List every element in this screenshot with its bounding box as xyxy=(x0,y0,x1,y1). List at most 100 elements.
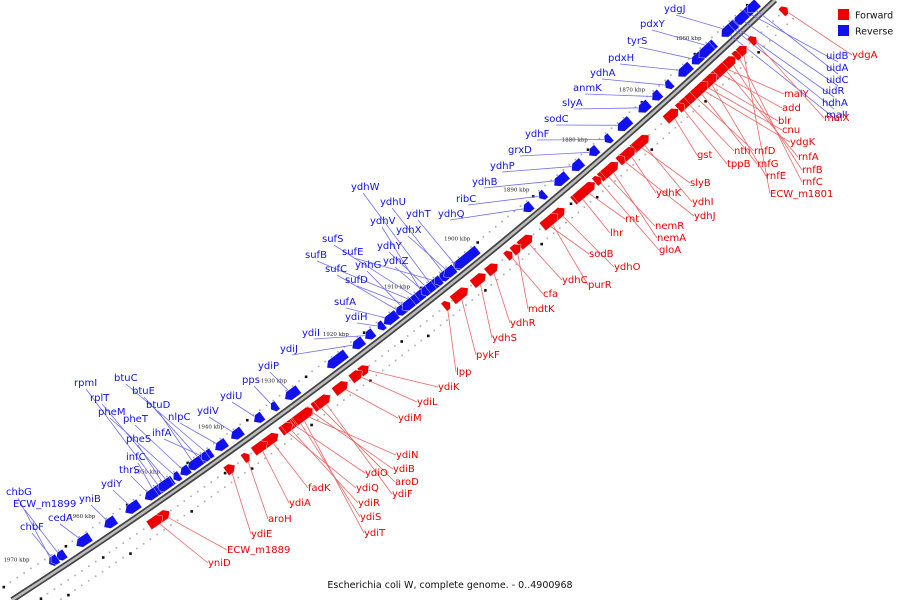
gene-label-ydiU[interactable]: ydiU xyxy=(220,391,242,402)
gene-label-ydhU[interactable]: ydhU xyxy=(380,197,406,208)
gene-label-anmK[interactable]: anmK xyxy=(573,83,602,94)
gene-label-ydhX[interactable]: ydhX xyxy=(396,225,422,236)
gene-label-ydhK[interactable]: ydhK xyxy=(656,188,682,199)
gene-label-ydhR[interactable]: ydhR xyxy=(510,318,536,329)
gene-label-cfa[interactable]: cfa xyxy=(543,289,558,300)
gene-label-rnt[interactable]: rnt xyxy=(625,214,639,225)
gene-label-ydhA[interactable]: ydhA xyxy=(590,68,616,79)
gene-label-tyrS[interactable]: tyrS xyxy=(627,36,647,47)
gene-label-lhr[interactable]: lhr xyxy=(610,228,624,239)
gene-label-pdxH[interactable]: pdxH xyxy=(608,53,634,64)
gene-label-tppB[interactable]: tppB xyxy=(727,159,751,170)
gene-label-sufD[interactable]: sufD xyxy=(345,275,368,286)
gene-label-ydiM[interactable]: ydiM xyxy=(398,413,422,424)
gene-label-malI[interactable]: malI xyxy=(826,110,848,121)
gene-label-ydgA[interactable]: ydgA xyxy=(852,50,878,61)
gene-label-ydhV[interactable]: ydhV xyxy=(370,216,396,227)
gene-label-uidR[interactable]: uidR xyxy=(822,86,844,97)
gene-label-ydhC[interactable]: ydhC xyxy=(562,275,588,286)
gene-label-ECW_m1801[interactable]: ECW_m1801 xyxy=(770,189,833,200)
gene-label-hdhA[interactable]: hdhA xyxy=(822,98,848,109)
gene-label-ydhP[interactable]: ydhP xyxy=(490,161,515,172)
gene-label-blr[interactable]: blr xyxy=(778,116,792,127)
gene-label-uidB[interactable]: uidB xyxy=(826,51,848,62)
gene-label-yniD[interactable]: yniD xyxy=(208,558,231,569)
gene-label-aroH[interactable]: aroH xyxy=(268,514,292,525)
gene-label-ydiV[interactable]: ydiV xyxy=(197,406,219,417)
gene-label-rpmI[interactable]: rpmI xyxy=(74,378,97,389)
gene-label-ydhZ[interactable]: ydhZ xyxy=(383,256,409,267)
gene-label-fadK[interactable]: fadK xyxy=(308,483,331,494)
gene-label-ydiF[interactable]: ydiF xyxy=(392,489,413,500)
gene-label-pheT[interactable]: pheT xyxy=(123,414,149,425)
gene-label-ydiR[interactable]: ydiR xyxy=(358,498,380,509)
gene-label-pykF[interactable]: pykF xyxy=(476,350,500,361)
gene-label-ydhF[interactable]: ydhF xyxy=(525,129,550,140)
gene-label-rnfE[interactable]: rnfE xyxy=(766,171,786,182)
gene-label-pheM[interactable]: pheM xyxy=(98,407,125,418)
gene-label-chbG[interactable]: chbG xyxy=(6,487,32,498)
gene-label-rnfD[interactable]: rnfD xyxy=(754,146,776,157)
gene-label-pheS[interactable]: pheS xyxy=(126,434,151,445)
gene-label-sufC[interactable]: sufC xyxy=(325,264,347,275)
gene-label-yniB[interactable]: yniB xyxy=(79,494,101,505)
gene-label-ydiS[interactable]: ydiS xyxy=(360,512,381,523)
gene-label-btuD[interactable]: btuD xyxy=(146,400,171,411)
gene-label-rnfC[interactable]: rnfC xyxy=(802,177,823,188)
gene-label-btuC[interactable]: btuC xyxy=(114,373,138,384)
gene-label-lpp[interactable]: lpp xyxy=(456,367,471,378)
gene-label-ydiQ[interactable]: ydiQ xyxy=(356,483,379,494)
gene-label-rnfA[interactable]: rnfA xyxy=(798,152,819,163)
gene-label-ydiA[interactable]: ydiA xyxy=(289,498,311,509)
gene-label-ydiT[interactable]: ydiT xyxy=(364,528,386,539)
gene-label-pdxY[interactable]: pdxY xyxy=(640,19,666,30)
gene-label-ydhJ[interactable]: ydhJ xyxy=(694,211,716,222)
gene-label-ECW_m1899[interactable]: ECW_m1899 xyxy=(13,499,76,510)
gene-label-ydhQ[interactable]: ydhQ xyxy=(438,209,465,220)
gene-label-sufS[interactable]: sufS xyxy=(322,234,343,245)
gene-label-ydiO[interactable]: ydiO xyxy=(365,468,388,479)
gene-label-nth[interactable]: nth xyxy=(734,146,751,157)
gene-label-gloA[interactable]: gloA xyxy=(659,245,681,256)
gene-label-ydhS[interactable]: ydhS xyxy=(492,333,517,344)
gene-label-sufE[interactable]: sufE xyxy=(342,247,363,258)
gene-label-ydgK[interactable]: ydgK xyxy=(790,137,816,148)
gene-label-cedA[interactable]: cedA xyxy=(48,513,73,524)
gene-label-sodC[interactable]: sodC xyxy=(544,114,569,125)
gene-label-cnu[interactable]: cnu xyxy=(782,125,800,136)
gene-label-mdtK[interactable]: mdtK xyxy=(528,304,555,315)
gene-label-sufB[interactable]: sufB xyxy=(305,250,327,261)
gene-label-sufA[interactable]: sufA xyxy=(334,297,356,308)
gene-label-chbF[interactable]: chbF xyxy=(20,522,44,533)
gene-label-uidA[interactable]: uidA xyxy=(826,63,848,74)
gene-label-uidC[interactable]: uidC xyxy=(826,75,848,86)
gene-label-gst[interactable]: gst xyxy=(697,150,713,161)
gene-label-ydhY[interactable]: ydhY xyxy=(377,241,403,252)
gene-label-ihfA[interactable]: ihfA xyxy=(152,428,172,439)
gene-label-ydgJ[interactable]: ydgJ xyxy=(664,4,686,15)
gene-label-nemR[interactable]: nemR xyxy=(655,221,684,232)
gene-label-ydiE[interactable]: ydiE xyxy=(251,529,272,540)
gene-label-ydiH[interactable]: ydiH xyxy=(345,312,368,323)
gene-label-ydhB[interactable]: ydhB xyxy=(472,177,498,188)
gene-label-ydiJ[interactable]: ydiJ xyxy=(280,344,298,355)
gene-label-ydiB[interactable]: ydiB xyxy=(393,464,415,475)
gene-label-malY[interactable]: malY xyxy=(784,89,810,100)
gene-label-ydiL[interactable]: ydiL xyxy=(417,397,438,408)
gene-label-ydiI[interactable]: ydiI xyxy=(302,328,320,339)
gene-label-grxD[interactable]: grxD xyxy=(508,145,532,156)
gene-label-aroD[interactable]: aroD xyxy=(395,477,419,488)
gene-label-add[interactable]: add xyxy=(782,103,801,114)
gene-label-rplT[interactable]: rplT xyxy=(90,393,110,404)
gene-label-pps[interactable]: pps xyxy=(242,375,260,386)
gene-label-ydiY[interactable]: ydiY xyxy=(101,479,123,490)
gene-label-rnfB[interactable]: rnfB xyxy=(802,165,823,176)
gene-label-ydhO[interactable]: ydhO xyxy=(614,262,641,273)
gene-label-ydiK[interactable]: ydiK xyxy=(438,382,460,393)
gene-label-purR[interactable]: purR xyxy=(588,280,612,291)
gene-label-ydhW[interactable]: ydhW xyxy=(351,182,380,193)
gene-label-sodB[interactable]: sodB xyxy=(589,249,614,260)
gene-label-rnfG[interactable]: rnfG xyxy=(757,159,779,170)
gene-label-ribC[interactable]: ribC xyxy=(456,194,476,205)
gene-label-btuE[interactable]: btuE xyxy=(132,386,155,397)
